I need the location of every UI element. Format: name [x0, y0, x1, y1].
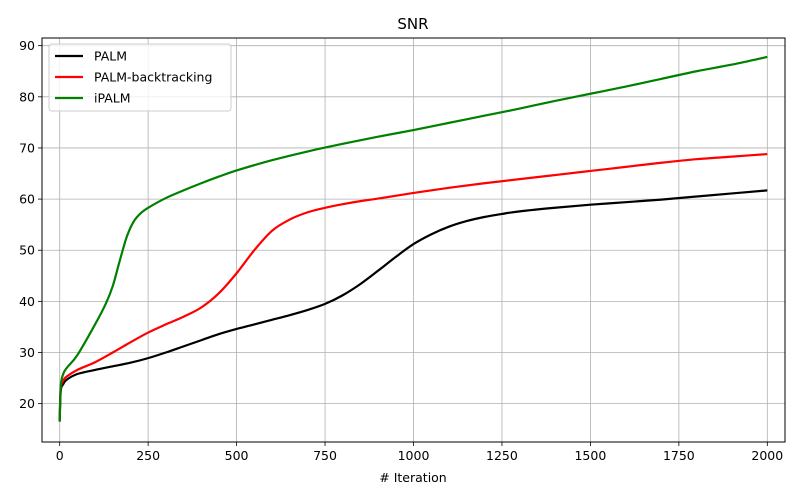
- grid-lines: [42, 38, 785, 442]
- y-tick-label: 20: [19, 396, 35, 411]
- y-tick-label: 40: [19, 294, 35, 309]
- x-tick-label: 1250: [486, 448, 518, 463]
- series-line-ipalm: [58, 55, 768, 422]
- series-line-palm-backtracking: [58, 152, 768, 420]
- y-tick-label: 30: [19, 345, 35, 360]
- legend-label-palm-backtracking: PALM-backtracking: [94, 70, 212, 85]
- legend-box: [48, 43, 232, 112]
- x-axis-label: # Iteration: [379, 470, 446, 485]
- y-tick-label: 50: [19, 243, 35, 258]
- y-tick-label: 90: [19, 38, 35, 53]
- chart-title: SNR: [397, 15, 428, 33]
- x-tick-label: 1500: [574, 448, 606, 463]
- series-lines: [58, 55, 768, 422]
- x-tick-label: 1750: [663, 448, 695, 463]
- y-tick-label: 60: [19, 192, 35, 207]
- x-tick-label: 0: [56, 448, 64, 463]
- x-tick-label: 750: [313, 448, 337, 463]
- y-tick-label: 80: [19, 89, 35, 104]
- x-tick-label: 1000: [398, 448, 430, 463]
- series-line-palm: [58, 189, 768, 422]
- legend-label-palm: PALM: [94, 49, 127, 64]
- x-tick-label: 2000: [751, 448, 783, 463]
- x-tick-label: 500: [225, 448, 249, 463]
- legend: PALM PALM-backtracking iPALM: [48, 43, 232, 112]
- legend-label-ipalm: iPALM: [94, 91, 131, 106]
- axis-ticks: 0 250 500 750 1000 1250 1500 1750 2000 20 30 40 50 60…: [19, 38, 783, 463]
- y-tick-label: 70: [19, 140, 35, 155]
- x-tick-label: 250: [136, 448, 160, 463]
